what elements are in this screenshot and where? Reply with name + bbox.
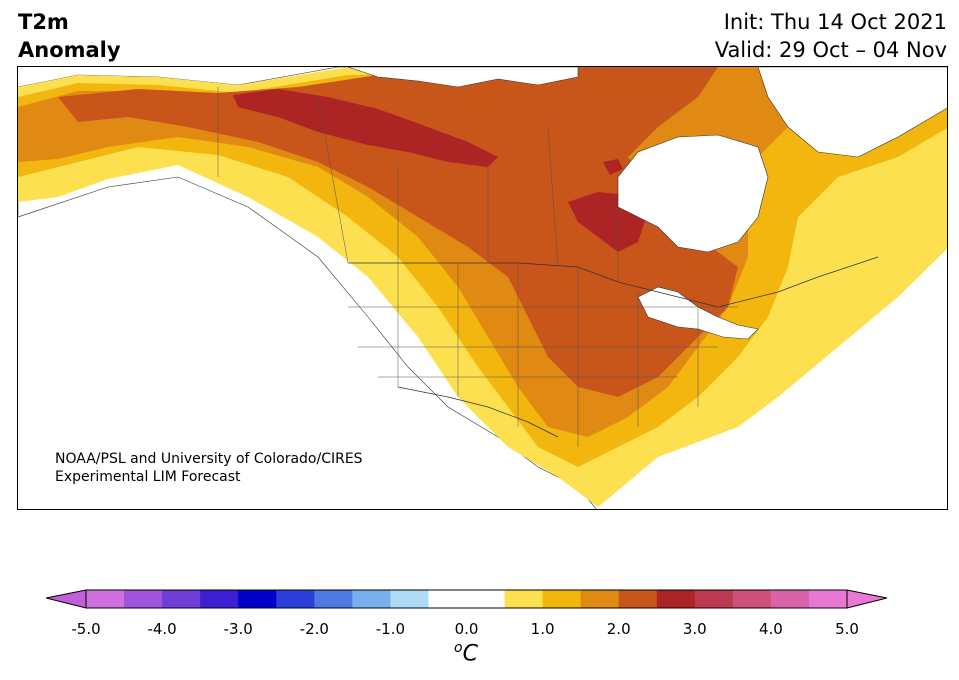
province-lines (217, 87, 619, 282)
unit-degree: o (454, 640, 463, 656)
credit-line-2: Experimental LIM Forecast (55, 469, 241, 485)
colorbar-tick-label: -1.0 (375, 620, 406, 638)
credit-text: NOAA/PSL and University of Colorado/CIRE… (55, 450, 363, 486)
colorbar-cell (656, 590, 696, 608)
colorbar-cell (238, 590, 277, 608)
credit-line-1: NOAA/PSL and University of Colorado/CIRE… (55, 451, 363, 467)
colorbar-tick-label: 0.0 (454, 620, 479, 638)
colorbar-outline (85, 589, 848, 609)
colorbar-cell (618, 590, 658, 608)
unit-celsius: C (462, 641, 478, 667)
chart-title: T2m Anomaly (18, 8, 121, 64)
colorbar-tick-label: 2.0 (606, 620, 631, 638)
country-border (348, 256, 879, 308)
colorbar-cell (124, 590, 163, 608)
colorbar-cell (808, 590, 848, 608)
valid-dates: Valid: 29 Oct – 04 Nov (714, 38, 947, 62)
colorbar-tick-label: -3.0 (223, 620, 253, 638)
colorbar-under-arrow (46, 589, 87, 609)
forecast-dates: Init: Thu 14 Oct 2021 Valid: 29 Oct – 04… (715, 8, 947, 64)
colorbar-cell (86, 590, 125, 608)
colorbar-cell (466, 590, 506, 608)
colorbar-cell (276, 590, 315, 608)
colorbar-cell (428, 590, 467, 608)
colorbar-tick-label: 5.0 (835, 620, 859, 638)
init-date: Init: Thu 14 Oct 2021 (723, 10, 947, 34)
arctic-islands (347, 67, 579, 88)
colorbar-cell (694, 590, 734, 608)
hudson-bay (617, 134, 769, 253)
colorbar-cell (542, 590, 582, 608)
mexico-border (397, 386, 559, 438)
colorbar-over-arrow (846, 589, 888, 609)
colorbar-cell (314, 590, 353, 608)
colorbar-cell (770, 590, 810, 608)
baffin-region (757, 67, 947, 158)
anomaly-band-5 (233, 89, 498, 167)
colorbar-tick-label: -2.0 (299, 620, 329, 638)
colorbar-tick-label: 3.0 (682, 620, 707, 638)
colorbar-cell (352, 590, 391, 608)
colorbar-tick-label: 4.0 (758, 620, 783, 638)
colorbar-cell (504, 590, 544, 608)
colorbar-ticks: -5.0 -4.0 -3.0 -2.0 -1.0 0.0 1.0 2.0 3.0 4.0 5.0 (0, 620, 959, 644)
map-canvas (18, 67, 947, 509)
anomaly-band-5c (603, 159, 623, 175)
colorbar-cell (162, 590, 201, 608)
colorbar-unit: oC (454, 640, 478, 666)
anomaly-band-4 (58, 67, 738, 397)
colorbar-cell (200, 590, 239, 608)
colorbar-tick-label: 1.0 (530, 620, 555, 638)
title-line-2: Anomaly (18, 38, 121, 62)
colorbar-tick-label: -5.0 (71, 620, 101, 638)
state-lines (348, 263, 738, 447)
colorbar-cell (580, 590, 620, 608)
colorbar (46, 589, 888, 609)
colorbar-cell (390, 590, 429, 608)
colorbar-cells (86, 590, 848, 608)
title-line-1: T2m (18, 10, 69, 34)
colorbar-tick-label: -4.0 (147, 620, 177, 638)
anomaly-map (17, 66, 948, 510)
colorbar-cell (732, 590, 772, 608)
